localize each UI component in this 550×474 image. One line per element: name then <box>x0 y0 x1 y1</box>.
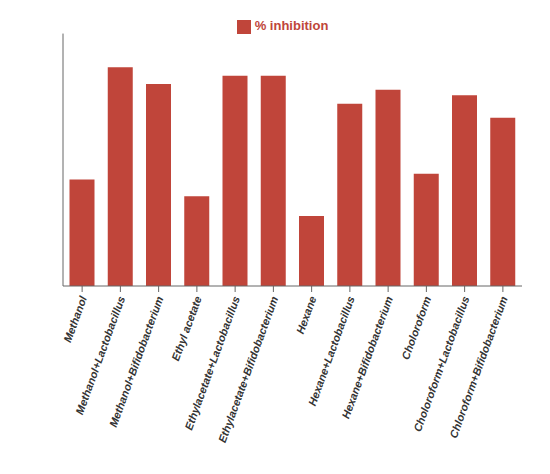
svg-text:Methanol: Methanol <box>61 294 89 344</box>
svg-text:Hexane: Hexane <box>294 295 319 336</box>
html-text:% inhibition: % inhibition <box>254 18 329 33</box>
svg-text:Chloroform+Bifidobacterium: Chloroform+Bifidobacterium <box>447 294 510 439</box>
svg-text:Methanol+Lactobacillus: Methanol+Lactobacillus <box>73 294 128 417</box>
svg-text:Methanol+Bifidobacterium: Methanol+Bifidobacterium <box>107 294 166 428</box>
svg-text:Ethyl acetate: Ethyl acetate <box>169 295 203 363</box>
svg-text:Choloroform+Lactobacillus: Choloroform+Lactobacillus <box>411 294 472 434</box>
svg-text:Ethylacetate+Bifidobacterium: Ethylacetate+Bifidobacterium <box>216 294 280 444</box>
svg-text:Choloroform: Choloroform <box>399 294 433 361</box>
svg-text:Hexane+Lactobacillus: Hexane+Lactobacillus <box>305 294 357 408</box>
svg-text:Ethylacetate+Lactobacillus: Ethylacetate+Lactobacillus <box>182 294 242 432</box>
svg-text:Hexane+Bifidobacterium: Hexane+Bifidobacterium <box>339 294 395 420</box>
